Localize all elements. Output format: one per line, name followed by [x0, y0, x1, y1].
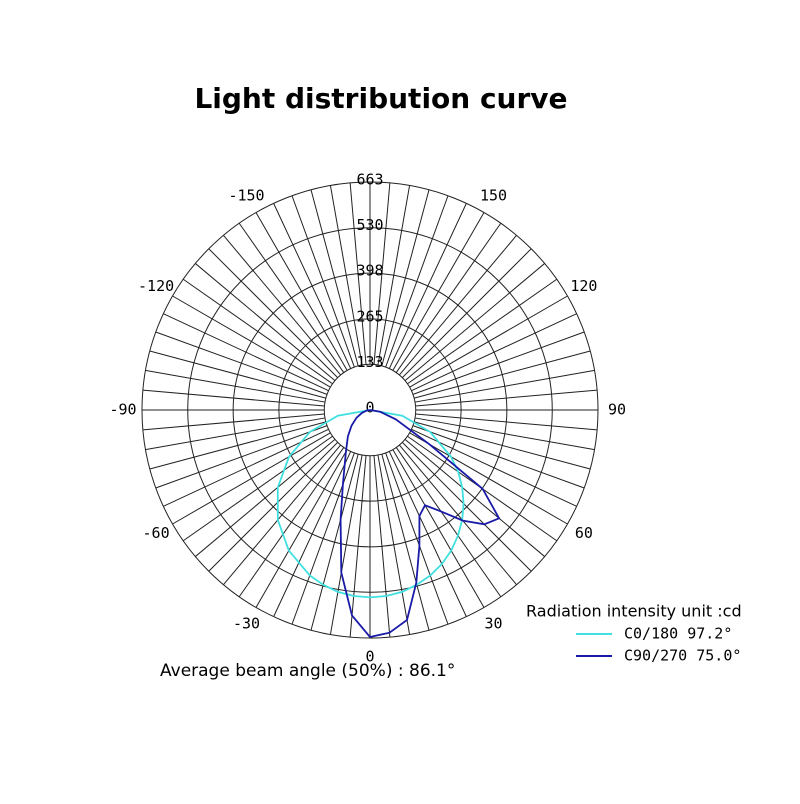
angle-tick-label: -120	[138, 277, 174, 295]
angle-tick-label: -30	[233, 614, 260, 632]
series-line	[339, 409, 501, 638]
grid-ring	[187, 227, 553, 593]
angle-tick-label: 60	[575, 524, 593, 542]
radial-tick-label: 265	[356, 307, 383, 325]
grid-ring	[323, 363, 417, 457]
angle-tick-label: 120	[570, 277, 597, 295]
radial-tick-label: 663	[356, 171, 383, 189]
chart-title: Light distribution curve	[194, 82, 567, 115]
angle-tick-label: -150	[228, 187, 264, 205]
angle-tick-label: 0	[365, 648, 374, 666]
radial-tick-label: 530	[356, 216, 383, 234]
legend-label: C0/180 97.2°	[624, 625, 732, 643]
annotation: Average beam angle (50%) : 86.1°	[160, 661, 455, 681]
grid-ring	[278, 318, 462, 502]
radial-tick-label: 133	[356, 353, 383, 371]
grid-ring	[232, 272, 508, 548]
angle-tick-label: 30	[484, 614, 502, 632]
angle-tick-label: -60	[143, 524, 170, 542]
angle-tick-label: 90	[608, 401, 626, 419]
series-line	[276, 409, 465, 599]
grid-ring	[141, 181, 599, 639]
legend-label: C90/270 75.0°	[624, 647, 741, 665]
legend-title: Radiation intensity unit :cd	[526, 602, 742, 621]
radial-tick-label: 0	[365, 399, 374, 417]
angle-tick-label: 150	[480, 187, 507, 205]
angle-tick-label: -90	[109, 401, 136, 419]
radial-tick-label: 398	[356, 262, 383, 280]
